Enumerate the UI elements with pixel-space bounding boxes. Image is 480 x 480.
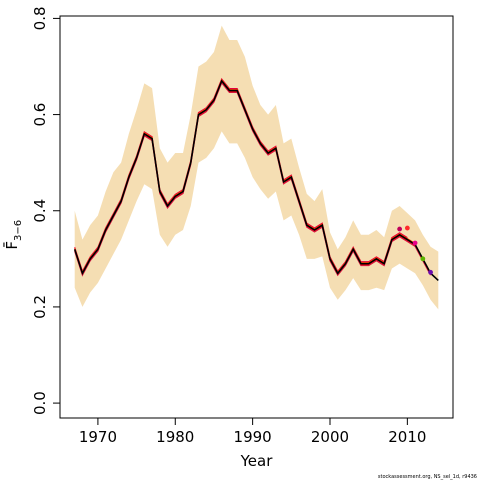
y-tick-label: 0.2 [31, 295, 49, 319]
x-tick-label: 1970 [79, 428, 117, 446]
x-tick-label: 1980 [156, 428, 194, 446]
retro-endpoint-point [420, 256, 426, 262]
x-tick-label: 1990 [234, 428, 272, 446]
retro-endpoint-layer [397, 225, 433, 275]
y-tick-label: 0.8 [31, 6, 49, 30]
retro-endpoint-point [404, 225, 410, 231]
confidence-band [74, 25, 439, 310]
confidence-band-layer [74, 25, 439, 310]
footnote: stockassessment.org, NS_sel_1d, r9436 [378, 474, 477, 480]
series-line-layer [73, 77, 439, 282]
retro-endpoint-point [397, 226, 403, 232]
y-axis-title-main: F̄ [2, 241, 21, 250]
plot-frame [59, 15, 454, 419]
retro-endpoint-point [412, 240, 418, 246]
y-tick-label: 0.6 [31, 103, 49, 127]
y-tick-label: 0.0 [31, 391, 49, 415]
x-tick-label: 2010 [388, 428, 426, 446]
x-axis-title: Year [240, 452, 274, 470]
x-tick-label: 2000 [311, 428, 349, 446]
estimate-line [73, 79, 439, 282]
x-axis: 1970 1980 1990 2000 2010 [79, 418, 426, 446]
y-axis: 0.0 0.2 0.4 0.6 0.8 [31, 6, 60, 415]
y-tick-label: 0.4 [31, 199, 49, 223]
y-axis-title: F̄3−6 [2, 220, 24, 250]
y-axis-title-subscript: 3−6 [13, 220, 24, 241]
retro-endpoint-point [428, 269, 433, 275]
